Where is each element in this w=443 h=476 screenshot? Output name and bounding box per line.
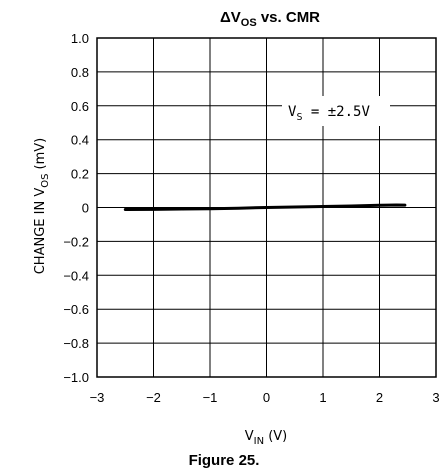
y-axis-label: CHANGE IN VOS (mV)	[33, 138, 51, 275]
y-tick-label: −0.2	[63, 234, 89, 249]
x-tick-label: −1	[203, 390, 218, 405]
y-tick-label: −0.4	[63, 268, 89, 283]
x-axis-label: VIN (V)	[245, 429, 288, 447]
x-tick-label: −3	[90, 390, 105, 405]
y-tick-label: 0.2	[71, 167, 89, 182]
series-layer	[123, 203, 407, 211]
y-tick-labels: 1.0 0.8 0.6 0.4 0.2 0 −0.2 −0.4 −0.6 −0.8 −1.0	[63, 31, 89, 385]
supply-annotation: VS = ±2.5V	[288, 104, 370, 123]
x-tick-label: 2	[376, 390, 383, 405]
x-tick-label: 1	[319, 390, 326, 405]
chart-title: ΔVOS vs. CMR	[220, 9, 320, 29]
y-tick-label: 1.0	[71, 31, 89, 46]
annotation-box	[282, 96, 390, 126]
y-tick-label: −0.8	[63, 336, 89, 351]
y-tick-label: −0.6	[63, 302, 89, 317]
figure-caption: Figure 25.	[189, 452, 260, 469]
y-tick-label: 0.4	[71, 133, 89, 148]
x-tick-label: 0	[263, 390, 270, 405]
y-tick-label: 0	[82, 201, 89, 216]
x-tick-labels: −3 −2 −1 0 1 2 3	[90, 390, 440, 405]
plot-frame	[96, 37, 437, 378]
x-tick-label: 3	[432, 390, 439, 405]
y-tick-label: −1.0	[63, 370, 89, 385]
x-tick-label: −2	[146, 390, 161, 405]
series-line	[123, 203, 407, 211]
y-tick-label: 0.8	[71, 65, 89, 80]
y-tick-label: 0.6	[71, 99, 89, 114]
